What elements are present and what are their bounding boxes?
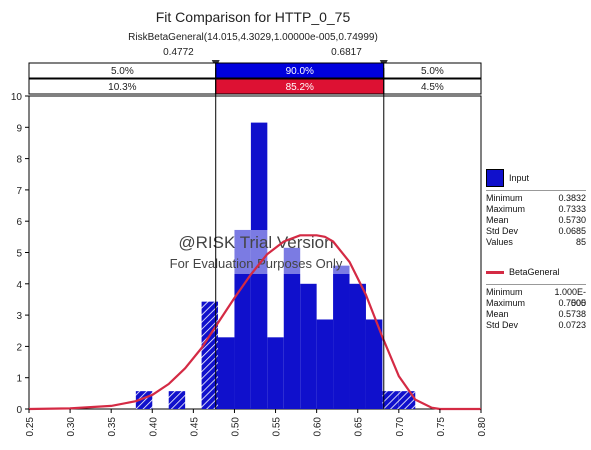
histogram-bar <box>234 229 251 409</box>
legend-stat-value: 0.0685 <box>558 226 586 236</box>
y-tick-label: 0 <box>16 405 22 416</box>
legend-label-input: Input <box>509 173 530 183</box>
delimiter-value-label: 0.4772 <box>163 47 194 58</box>
y-tick-label: 5 <box>16 249 22 260</box>
histogram-bar <box>365 319 383 409</box>
y-tick-label: 3 <box>16 311 22 322</box>
percent-left-label: 10.3% <box>108 82 136 93</box>
percent-bar-input: 5.0% 90.0% 5.0% <box>28 62 482 79</box>
x-tick-label: 0.65 <box>354 417 365 437</box>
legend-stat-label: Values <box>486 237 513 247</box>
x-tick-label: 0.80 <box>477 417 488 437</box>
percent-middle-label: 85.2% <box>286 82 314 93</box>
x-tick-label: 0.55 <box>272 417 283 437</box>
x-tick-label: 0.70 <box>395 417 406 437</box>
chart-title: Fit Comparison for HTTP_0_75 <box>156 9 351 25</box>
legend-stat-label: Std Dev <box>486 320 519 330</box>
histogram-bar <box>398 391 416 409</box>
x-tick-label: 0.40 <box>148 417 159 437</box>
y-tick-label: 4 <box>16 280 22 291</box>
legend-swatch-betageneral <box>486 270 504 274</box>
percent-right-label: 5.0% <box>421 66 444 77</box>
histogram-bar <box>382 391 399 409</box>
x-tick-label: 0.35 <box>107 417 118 437</box>
legend-divider <box>486 190 586 191</box>
watermark-backdrop <box>152 230 372 274</box>
legend-stats-betageneral: Minimum 1.000E-005 Maximum 0.7500 Mean 0.5738… <box>486 287 586 331</box>
percent-bar-betageneral: 10.3% 85.2% 4.5% <box>28 78 482 95</box>
chart-subtitle: RiskBetaGeneral(14.015,4.3029,1.00000e-0… <box>128 32 378 43</box>
histogram-bar <box>267 337 284 409</box>
histogram-bar <box>218 337 235 409</box>
legend-stat-label: Minimum <box>486 193 523 203</box>
x-tick-label: 0.50 <box>230 417 241 437</box>
watermark-line2: For Evaluation Purposes Only <box>170 256 343 271</box>
histogram-bar <box>168 391 186 409</box>
legend-stat-label: Std Dev <box>486 226 519 236</box>
x-tick-label: 0.75 <box>436 417 447 437</box>
percent-left-label: 5.0% <box>111 66 134 77</box>
histogram-bar <box>333 265 350 409</box>
legend-stat-label: Minimum <box>486 287 523 297</box>
legend-stat-value: 0.5738 <box>558 309 586 319</box>
histogram-bar <box>300 283 317 409</box>
legend-stat-value: 0.7333 <box>558 204 586 214</box>
x-tick-label: 0.30 <box>66 417 77 437</box>
delimiter-value-label: 0.6817 <box>331 47 362 58</box>
legend-stats-input: Minimum 0.3832 Maximum 0.7333 Mean 0.5730 Std … <box>486 193 586 248</box>
legend-stat-label: Mean <box>486 215 509 225</box>
legend-stat-value: 0.7500 <box>558 298 586 308</box>
histogram-bar <box>283 247 301 409</box>
legend-swatch-input <box>486 169 504 187</box>
y-tick-label: 10 <box>11 92 23 103</box>
x-tick-label: 0.45 <box>189 417 200 437</box>
y-tick-label: 9 <box>16 123 22 134</box>
betageneral-fit-curve <box>28 234 481 411</box>
x-tick-label: 0.25 <box>25 417 36 437</box>
y-tick-label: 6 <box>16 217 22 228</box>
legend-entry-betageneral: BetaGeneral <box>486 262 586 282</box>
legend-label-betageneral: BetaGeneral <box>509 267 560 277</box>
trial-watermark: @RISK Trial Version For Evaluation Purpo… <box>152 230 372 274</box>
histogram-bar <box>349 283 366 409</box>
y-tick-label: 1 <box>16 374 22 385</box>
legend-stat-value: 1.000E-005 <box>554 287 586 308</box>
histogram-bar <box>316 319 334 409</box>
y-tick-label: 7 <box>16 186 22 197</box>
legend-stat-label: Maximum <box>486 298 526 308</box>
legend-stat-label: Maximum <box>486 204 526 214</box>
percent-middle-label: 90.0% <box>286 66 314 77</box>
legend-stat-value: 85 <box>575 237 586 247</box>
legend-stat-value: 0.5730 <box>558 215 586 225</box>
y-tick-label: 8 <box>16 155 22 166</box>
legend-stat-value: 0.3832 <box>558 193 586 203</box>
legend-entry-input: Input <box>486 168 586 188</box>
x-tick-label: 0.60 <box>313 417 324 437</box>
legend-panel: Input Minimum 0.3832 Maximum 0.7333 Mean 0.57… <box>486 168 586 331</box>
percent-right-label: 4.5% <box>421 82 444 93</box>
legend-stat-label: Mean <box>486 309 509 319</box>
y-tick-label: 2 <box>16 342 22 353</box>
legend-divider <box>486 284 586 285</box>
legend-stat-value: 0.0723 <box>558 320 586 330</box>
